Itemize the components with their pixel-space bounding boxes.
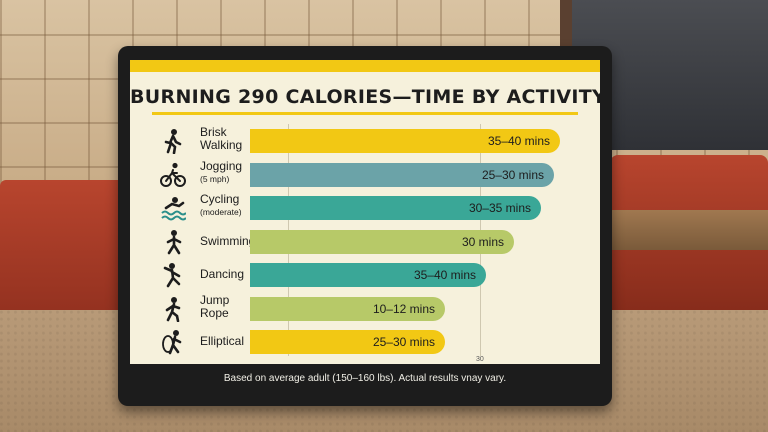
- sign-panel: BURNING 290 CALORIES—TIME BY ACTIVITY 30…: [130, 60, 600, 393]
- activity-bar: [250, 229, 514, 254]
- activity-bar: [250, 162, 554, 187]
- activity-time-label: 35–40 mins: [413, 268, 476, 282]
- activity-bar: [250, 129, 560, 153]
- activity-time-label: 10–12 mins: [372, 301, 435, 316]
- activity-time-label: 30 mins: [461, 234, 504, 249]
- title-underline: [152, 112, 578, 115]
- activity-name: Jogging: [200, 158, 243, 173]
- activity-name-line2: Rope: [200, 305, 229, 320]
- activity-label: Jogging (5 mph): [200, 158, 243, 186]
- activity-name-line2: Walking: [200, 138, 243, 152]
- activity-row: Jump Rope 10–12 mins: [130, 292, 600, 324]
- activity-label: Swimming: [200, 233, 256, 248]
- activity-bar: [250, 296, 445, 321]
- activity-name: Swimming: [200, 233, 256, 248]
- activity-row: Jogging (5 mph) 25–30 mins: [130, 158, 600, 190]
- activity-time-label: 30–35 mins: [468, 201, 531, 215]
- activity-row: Cycling (moderate) 30–35 mins: [130, 193, 600, 223]
- activity-row: Swimming 30 mins: [130, 227, 600, 257]
- activity-label: Cycling (moderate): [200, 193, 242, 219]
- activity-row: Dancing 35–40 mins: [130, 260, 600, 290]
- activity-label: Brisk Walking: [200, 126, 242, 152]
- activity-time-label: 35–40 mins: [487, 134, 550, 148]
- side-table: [610, 210, 768, 250]
- swimming-figure-icon: [166, 229, 182, 254]
- booth-seat-left: [0, 180, 125, 330]
- walking-icon: [164, 129, 182, 154]
- jump-rope-icon: [165, 296, 181, 322]
- cycling-icon: [160, 162, 186, 187]
- activity-name: Jump: [200, 292, 230, 307]
- footnote-bar: Based on average adult (150–160 lbs). Ac…: [130, 364, 600, 393]
- activity-label: Elliptical: [200, 335, 244, 348]
- activity-label: Dancing: [200, 268, 244, 281]
- activity-time-label: 25–30 mins: [372, 335, 435, 349]
- swimmer-icon: [161, 197, 186, 221]
- activity-row: Brisk Walking 35–40 mins: [130, 126, 600, 156]
- top-accent-bar: [130, 60, 600, 72]
- activity-row: Elliptical 25–30 mins: [130, 327, 600, 357]
- elliptical-icon: [162, 330, 182, 355]
- activity-name: Elliptical: [200, 334, 245, 348]
- activity-bar: [250, 330, 445, 354]
- activity-name: Dancing: [200, 267, 245, 281]
- sign-title: BURNING 290 CALORIES—TIME BY ACTIVITY: [130, 86, 600, 108]
- activity-bar: [250, 196, 541, 220]
- activity-name: Brisk: [200, 125, 227, 139]
- activity-subtitle: (moderate): [200, 207, 242, 217]
- activity-label: Jump Rope: [200, 292, 230, 320]
- footnote-text: Based on average adult (150–160 lbs). Ac…: [223, 373, 507, 384]
- activity-bar: [250, 263, 486, 287]
- activity-subtitle: (5 mph): [200, 173, 230, 184]
- activity-name: Cycling: [200, 192, 240, 206]
- dancing-icon: [163, 263, 181, 288]
- tick-label: 30: [476, 356, 484, 363]
- activity-time-label: 25–30 mins: [481, 167, 544, 182]
